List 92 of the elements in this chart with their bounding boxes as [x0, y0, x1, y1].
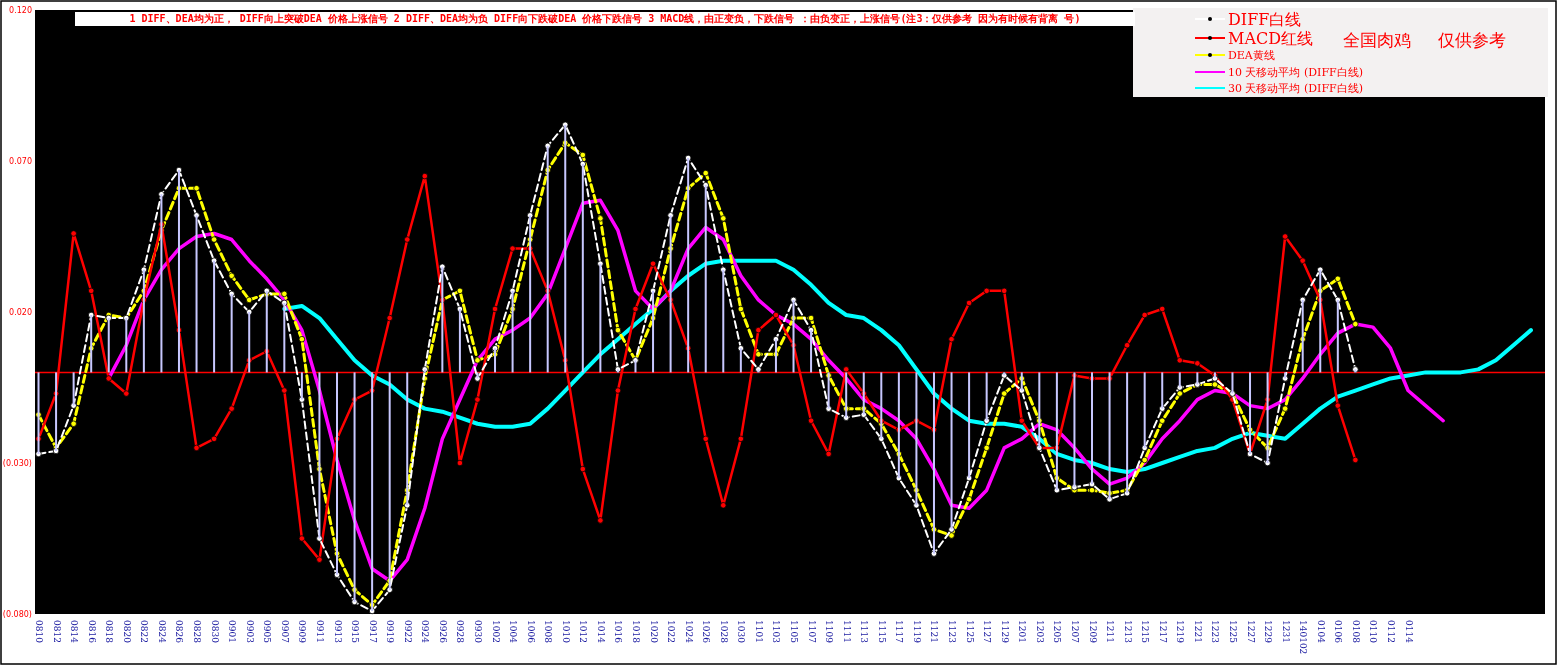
x-tick-label: 0905: [262, 620, 273, 644]
legend-label: DEA黄线: [1228, 49, 1275, 62]
y-tick-label: 0.120: [9, 6, 32, 15]
x-tick-label: 0928: [455, 620, 466, 644]
x-tick-label: 0919: [385, 620, 396, 644]
x-tick-label: 1107: [806, 620, 817, 644]
x-tick-label: 0909: [297, 620, 308, 644]
x-tick-label: 0930: [472, 620, 483, 644]
x-tick-label: 1008: [543, 620, 554, 644]
x-tick-label: 1105: [789, 620, 800, 644]
x-tick-label: 0110: [1368, 620, 1379, 644]
x-tick-label: 1014: [595, 620, 606, 644]
x-tick-label: 1012: [578, 620, 589, 643]
x-tick-label: 0924: [420, 620, 431, 644]
x-tick-label: 1117: [894, 620, 905, 644]
y-tick-label: (0.080): [2, 610, 32, 619]
x-tick-label: 1020: [648, 620, 659, 644]
x-tick-label: 0922: [402, 620, 413, 643]
x-tick-label: 1207: [1069, 620, 1080, 644]
x-tick-label: 1101: [753, 620, 764, 643]
x-tick-label: 0911: [314, 620, 325, 643]
x-tick-label: 1111: [841, 620, 852, 643]
x-tick-label: 0810: [34, 620, 45, 644]
x-tick-label: 0112: [1385, 620, 1396, 643]
legend-label: 30 天移动平均 (DIFF白线): [1228, 82, 1364, 95]
x-tick-label: 1223: [1210, 620, 1221, 644]
x-tick-label: 1024: [683, 620, 694, 644]
x-tick-label: 0826: [174, 620, 185, 644]
x-tick-label: 0828: [192, 620, 203, 644]
x-tick-label: 1022: [666, 620, 677, 643]
x-tick-label: 1121: [929, 620, 940, 643]
x-tick-label: 0830: [209, 620, 220, 644]
y-tick-label: (0.030): [2, 459, 32, 468]
x-tick-label: 0901: [227, 620, 238, 643]
x-tick-label: 1209: [1087, 620, 1098, 644]
x-tick-label: 1227: [1245, 620, 1256, 644]
x-tick-label: 0818: [104, 620, 115, 644]
x-tick-label: 1201: [1017, 620, 1028, 643]
x-tick-label: 1229: [1263, 620, 1274, 644]
annotation: 全国肉鸡: [1343, 30, 1411, 50]
x-tick-label: 1221: [1192, 620, 1203, 643]
x-tick-label: 1115: [876, 620, 887, 644]
x-tick-label: 0816: [86, 620, 97, 644]
x-tick-label: 1203: [1034, 620, 1045, 644]
x-tick-label: 0917: [367, 620, 378, 644]
x-tick-label: 1002: [490, 620, 501, 643]
x-tick-label: 1231: [1280, 620, 1291, 643]
x-tick-label: 1219: [1175, 620, 1186, 644]
x-tick-label: 1026: [701, 620, 712, 644]
x-tick-label: 1109: [824, 620, 835, 644]
x-tick-label: 1225: [1227, 620, 1238, 644]
annotation: 仅供参考: [1438, 30, 1506, 50]
y-tick-label: 0.020: [9, 308, 32, 317]
x-tick-label: 1123: [947, 620, 958, 644]
x-tick-label: 0822: [139, 620, 150, 643]
x-tick-label: 1119: [911, 620, 922, 644]
title-banner: 1 DIFF、DEA均为正， DIFF向上突破DEA 价格上涨信号 2 DIFF、DEA均为负 DIFF向下跌破DEA 价格下跌信号 3 MACD线，由正变负，下跌信号 ：由负变正，上涨信号(注3：仅供参考 因为有时候有背离 号): [75, 12, 1135, 26]
x-tick-label: 1127: [982, 620, 993, 644]
x-tick-label: 0824: [156, 620, 167, 644]
x-tick-label: 0907: [279, 620, 290, 644]
legend-label: DIFF白线: [1228, 10, 1302, 29]
x-tick-label: 1103: [771, 620, 782, 644]
x-tick-label: 1006: [525, 620, 536, 644]
x-tick-label: 0114: [1403, 620, 1414, 644]
x-tick-label: 1018: [630, 620, 641, 644]
x-tick-label: 1211: [1105, 620, 1116, 643]
x-tick-label: 1010: [560, 620, 571, 644]
x-tick-label: 1016: [613, 620, 624, 644]
x-tick-label: 0104: [1315, 620, 1326, 644]
x-tick-label: 0915: [350, 620, 361, 644]
x-tick-label: 1030: [736, 620, 747, 644]
x-tick-label: 0814: [69, 620, 80, 644]
x-tick-label: 0926: [437, 620, 448, 644]
y-tick-label: 0.070: [9, 157, 32, 166]
x-tick-label: 0812: [51, 620, 62, 643]
x-tick-label: 1217: [1157, 620, 1168, 644]
legend-label: 10 天移动平均 (DIFF白线): [1228, 66, 1364, 79]
x-tick-label: 0108: [1350, 620, 1361, 644]
x-tick-label: 0903: [244, 620, 255, 644]
x-tick-label: 0913: [332, 620, 343, 644]
x-tick-label: 1028: [718, 620, 729, 644]
x-tick-label: 1004: [508, 620, 519, 644]
x-tick-label: 140102: [1298, 620, 1309, 655]
x-tick-label: 1215: [1140, 620, 1151, 644]
x-tick-label: 1213: [1122, 620, 1133, 644]
x-tick-label: 1113: [859, 620, 870, 644]
x-tick-label: 0820: [121, 620, 132, 644]
x-tick-label: 1205: [1052, 620, 1063, 644]
legend-label: MACD红线: [1228, 29, 1314, 48]
x-tick-label: 1125: [964, 620, 975, 644]
x-tick-label: 1129: [999, 620, 1010, 644]
x-tick-label: 0106: [1333, 620, 1344, 644]
